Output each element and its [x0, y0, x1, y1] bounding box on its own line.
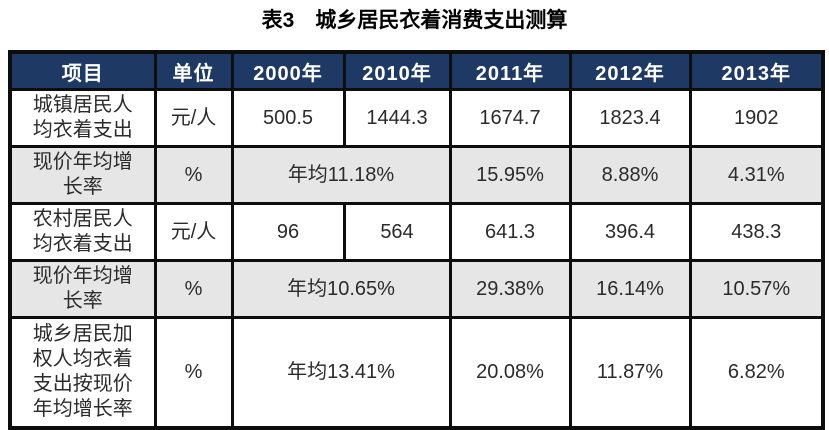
row-item-label: 城乡居民加 权人均衣着 支出按现价 年均增长率 — [8, 316, 157, 429]
row-unit: % — [153, 259, 234, 319]
cell-value: 1674.7 — [448, 88, 572, 148]
cell-value: 20.08% — [448, 316, 572, 429]
cell-value: 29.38% — [448, 259, 572, 319]
cell-value: 96 — [230, 202, 346, 262]
table-row-rural-growth-rate: 现价年均增 长率 % 年均10.65% 29.38% 16.14% 10.57% — [8, 259, 825, 319]
cell-value: 500.5 — [230, 88, 346, 148]
column-header-2010: 2010年 — [342, 50, 452, 91]
cell-value: 641.3 — [448, 202, 572, 262]
cell-value: 564 — [342, 202, 452, 262]
page-title: 表3 城乡居民衣着消费支出测算 — [261, 9, 568, 32]
column-header-2013: 2013年 — [688, 50, 825, 91]
row-unit: 元/人 — [153, 202, 234, 262]
cell-merged-value: 年均10.65% — [230, 259, 452, 319]
cell-merged-value: 年均13.41% — [230, 316, 452, 429]
cell-merged-value: 年均11.18% — [230, 145, 452, 205]
cell-value: 11.87% — [568, 316, 692, 429]
cell-value: 8.88% — [568, 145, 692, 205]
column-header-2000: 2000年 — [230, 50, 346, 91]
row-item-label: 现价年均增 长率 — [8, 145, 157, 205]
cell-value: 1902 — [688, 88, 825, 148]
column-header-2012: 2012年 — [568, 50, 692, 91]
row-unit: % — [153, 316, 234, 429]
clothing-expenditure-table: 项目 单位 2000年 2010年 2011年 2012年 2013年 城镇居民… — [8, 50, 825, 430]
column-header-item: 项目 — [8, 50, 157, 91]
cell-value: 10.57% — [688, 259, 825, 319]
cell-value: 396.4 — [568, 202, 692, 262]
header-row: 项目 单位 2000年 2010年 2011年 2012年 2013年 — [8, 50, 825, 91]
row-item-label: 城镇居民人 均衣着支出 — [8, 88, 157, 148]
cell-value: 438.3 — [688, 202, 825, 262]
table-row-weighted-growth-rate: 城乡居民加 权人均衣着 支出按现价 年均增长率 % 年均13.41% 20.08… — [8, 316, 825, 429]
column-header-2011: 2011年 — [448, 50, 572, 91]
cell-value: 16.14% — [568, 259, 692, 319]
cell-value: 6.82% — [688, 316, 825, 429]
cell-value: 1823.4 — [568, 88, 692, 148]
cell-value: 15.95% — [448, 145, 572, 205]
row-item-label: 现价年均增 长率 — [8, 259, 157, 319]
column-header-unit: 单位 — [153, 50, 234, 91]
table-row-urban-growth-rate: 现价年均增 长率 % 年均11.18% 15.95% 8.88% 4.31% — [8, 145, 825, 205]
row-unit: % — [153, 145, 234, 205]
row-unit: 元/人 — [153, 88, 234, 148]
table-row-urban-expenditure: 城镇居民人 均衣着支出 元/人 500.5 1444.3 1674.7 1823… — [8, 88, 825, 148]
cell-value: 4.31% — [688, 145, 825, 205]
table-row-rural-expenditure: 农村居民人 均衣着支出 元/人 96 564 641.3 396.4 438.3 — [8, 202, 825, 262]
row-item-label: 农村居民人 均衣着支出 — [8, 202, 157, 262]
cell-value: 1444.3 — [342, 88, 452, 148]
